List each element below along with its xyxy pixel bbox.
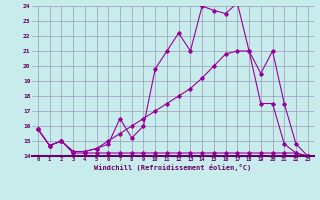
X-axis label: Windchill (Refroidissement éolien,°C): Windchill (Refroidissement éolien,°C)	[94, 164, 252, 171]
